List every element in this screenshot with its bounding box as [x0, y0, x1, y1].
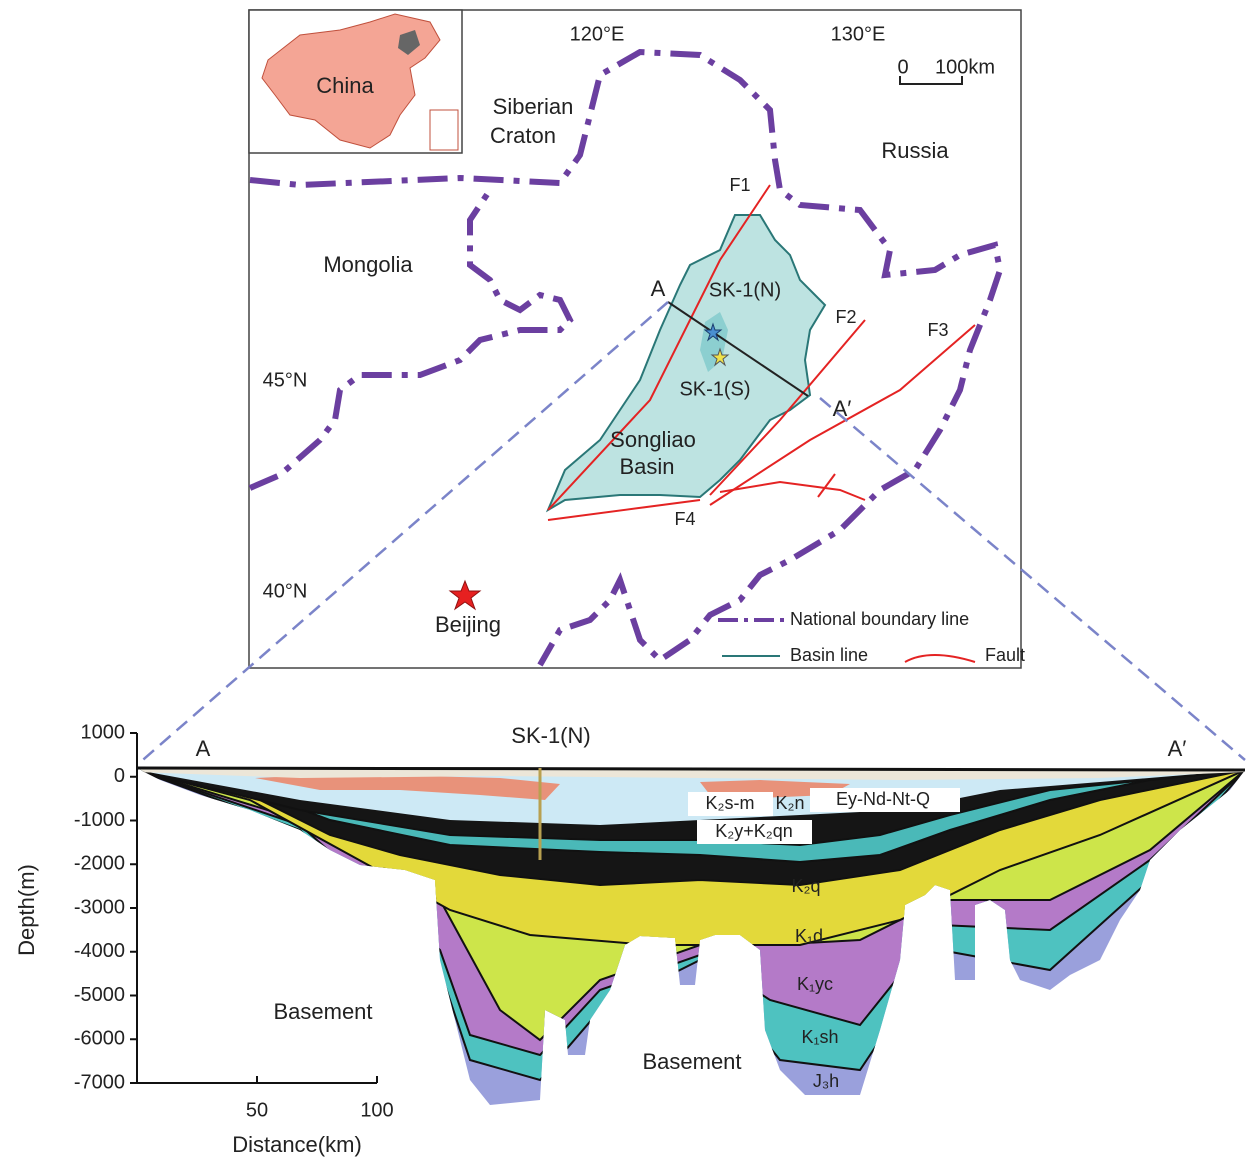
basin-label: Songliao — [610, 427, 696, 452]
formation-label: K₂s-m — [706, 793, 755, 813]
formation-label: K₁yc — [797, 974, 833, 994]
basin-label: Basin — [619, 454, 674, 479]
x-tick-label: 50 — [246, 1099, 268, 1121]
legend-label: Basin line — [790, 645, 868, 665]
legend-label: Fault — [985, 645, 1025, 665]
lat-label: 40°N — [263, 580, 308, 602]
inset-label: China — [316, 73, 374, 98]
map: China 120°E 130°E 45°N 40°N 0 100km Sibe… — [249, 10, 1025, 668]
lon-label: 130°E — [831, 23, 886, 45]
y-axis-label: Depth(m) — [14, 864, 39, 956]
lat-label: 45°N — [263, 369, 308, 391]
capital-label: Beijing — [435, 612, 501, 637]
fault-label: F2 — [835, 307, 856, 327]
cross-section: SK-1(N) A A′ Basement Basement K₂s-m K₂n… — [14, 721, 1250, 1157]
well-label: SK-1(S) — [679, 378, 750, 400]
x-tick-label: 100 — [360, 1099, 393, 1121]
section-end: A — [196, 736, 211, 761]
y-tick-label: -1000 — [74, 809, 125, 831]
region-label: Siberian — [493, 94, 574, 119]
fault-label: F3 — [927, 320, 948, 340]
region-label: Russia — [881, 138, 949, 163]
basement-label: Basement — [642, 1049, 741, 1074]
formation-label: K₂y+K₂qn — [715, 821, 793, 841]
formation-label: J₃h — [813, 1071, 839, 1091]
figure: China 120°E 130°E 45°N 40°N 0 100km Sibe… — [0, 0, 1251, 1162]
y-tick-label: 0 — [114, 765, 125, 787]
scale-label: 0 — [897, 56, 908, 78]
y-tick-label: -5000 — [74, 984, 125, 1006]
region-label: Mongolia — [323, 252, 413, 277]
y-tick-label: -3000 — [74, 896, 125, 918]
formation-label: K₂q — [791, 876, 820, 896]
legend-label: National boundary line — [790, 609, 969, 629]
formation-label: K₁sh — [801, 1027, 838, 1047]
y-tick-label: -2000 — [74, 853, 125, 875]
profile-end: A — [651, 276, 666, 301]
formation-label: K₁d — [795, 926, 823, 946]
section-end: A′ — [1168, 736, 1187, 761]
well-label: SK-1(N) — [709, 279, 781, 301]
formation-label: K₂n — [775, 793, 804, 813]
fault-label: F4 — [674, 509, 695, 529]
y-tick-label: -7000 — [74, 1071, 125, 1093]
surface-line — [137, 768, 1245, 770]
basement-label: Basement — [273, 999, 372, 1024]
lon-label: 120°E — [570, 23, 625, 45]
x-axis-label: Distance(km) — [232, 1132, 362, 1157]
formation-label: Ey-Nd-Nt-Q — [836, 789, 930, 809]
y-tick-label: 1000 — [81, 721, 126, 743]
scale-label: 100km — [935, 56, 995, 78]
well-label: SK-1(N) — [511, 723, 590, 748]
y-tick-label: -6000 — [74, 1028, 125, 1050]
region-label: Craton — [490, 123, 556, 148]
y-tick-label: -4000 — [74, 940, 125, 962]
fault-label: F1 — [729, 175, 750, 195]
